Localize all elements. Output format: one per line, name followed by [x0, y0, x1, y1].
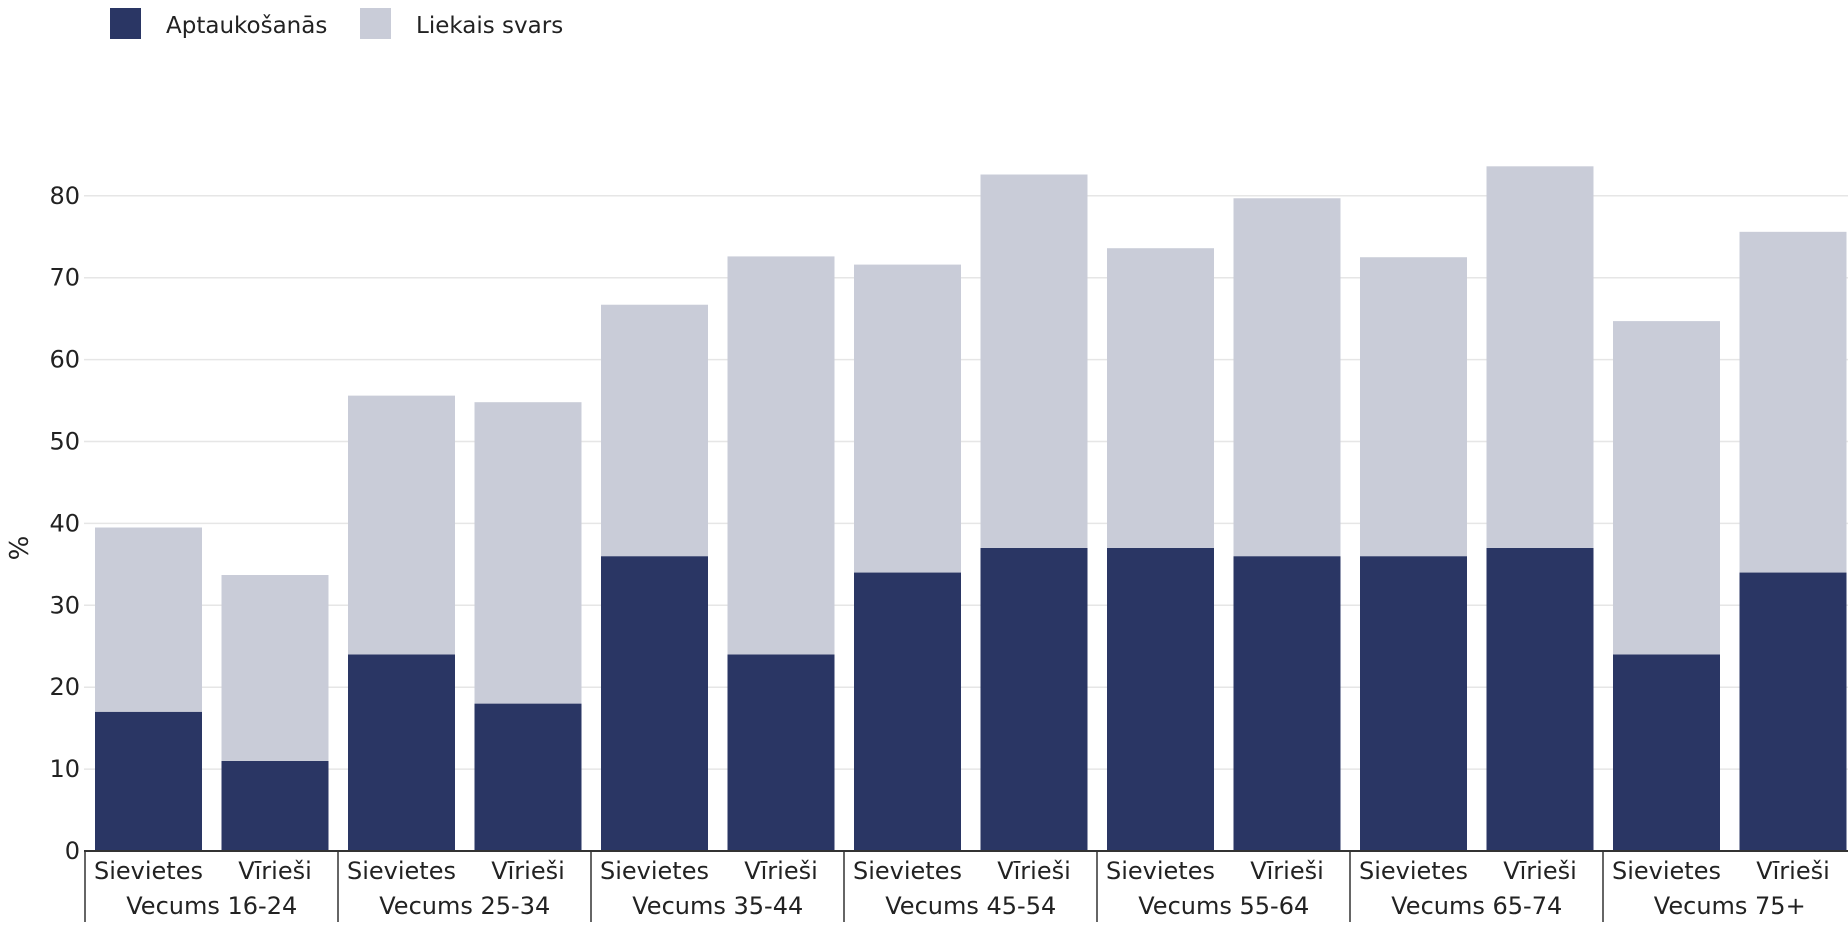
x-tick-label: Vīrieši	[997, 857, 1071, 885]
y-tick-label: 50	[49, 428, 80, 456]
y-tick-label: 30	[49, 591, 80, 619]
x-tick-label: Vīrieši	[1503, 857, 1577, 885]
y-axis-title: %	[5, 536, 35, 561]
x-tick-label: Vīrieši	[744, 857, 818, 885]
bar-segment-liekais-svars	[1107, 248, 1214, 548]
bar-segment-liekais-svars	[854, 264, 961, 573]
y-tick-label: 80	[49, 182, 80, 210]
bar-segment-liekais-svars	[1739, 231, 1847, 573]
x-tick-label: Vīrieši	[1250, 857, 1324, 885]
x-group-label: Vecums 45-54	[885, 892, 1056, 920]
x-group-label: Vecums 35-44	[632, 892, 803, 920]
legend-label: Liekais svars	[416, 13, 563, 39]
bar-segment-liekais-svars	[221, 574, 329, 761]
x-tick-label: Sievietes	[1359, 857, 1468, 885]
bar-segment-liekais-svars	[474, 402, 582, 704]
bar-segment-aptaukosanas	[1486, 547, 1594, 851]
y-tick-label: 70	[49, 264, 80, 292]
bar-segment-aptaukosanas	[1739, 572, 1847, 851]
x-tick-label: Vīrieši	[1756, 857, 1830, 885]
bar-segment-aptaukosanas	[348, 654, 455, 851]
bar-segment-aptaukosanas	[474, 703, 582, 851]
bar-segment-liekais-svars	[95, 527, 202, 712]
x-tick-label: Sievietes	[94, 857, 203, 885]
bar-segment-liekais-svars	[601, 304, 708, 557]
y-tick-label: 60	[49, 346, 80, 374]
x-tick-label: Vīrieši	[238, 857, 312, 885]
bar-segment-aptaukosanas	[601, 556, 708, 851]
bar-segment-liekais-svars	[1486, 166, 1594, 548]
bar-segment-liekais-svars	[1360, 257, 1467, 557]
x-group-label: Vecums 25-34	[379, 892, 550, 920]
bar-segment-aptaukosanas	[221, 760, 329, 851]
bar-segment-aptaukosanas	[727, 654, 835, 851]
x-tick-label: Sievietes	[347, 857, 456, 885]
x-group-label: Vecums 16-24	[126, 892, 297, 920]
x-group-label: Vecums 75+	[1654, 892, 1806, 920]
bar-segment-aptaukosanas	[1107, 547, 1214, 851]
y-tick-label: 40	[49, 509, 80, 537]
bar-segment-aptaukosanas	[980, 547, 1088, 851]
bar-segment-liekais-svars	[348, 395, 455, 655]
bar-segment-liekais-svars	[1233, 198, 1341, 557]
bar-segment-liekais-svars	[980, 174, 1088, 548]
bar-segment-aptaukosanas	[1233, 556, 1341, 851]
y-tick-label: 20	[49, 673, 80, 701]
bar-segment-aptaukosanas	[95, 711, 202, 851]
x-group-label: Vecums 65-74	[1391, 892, 1562, 920]
x-tick-label: Sievietes	[600, 857, 709, 885]
x-tick-label: Vīrieši	[491, 857, 565, 885]
legend-swatch	[360, 8, 391, 39]
x-tick-label: Sievietes	[853, 857, 962, 885]
legend-label: Aptaukošanās	[166, 13, 327, 39]
bar-segment-liekais-svars	[727, 256, 835, 655]
x-tick-label: Sievietes	[1106, 857, 1215, 885]
x-group-label: Vecums 55-64	[1138, 892, 1309, 920]
bar-segment-aptaukosanas	[854, 572, 961, 851]
y-tick-label: 0	[65, 837, 80, 865]
y-tick-label: 10	[49, 755, 80, 783]
bar-segment-aptaukosanas	[1360, 556, 1467, 851]
legend-swatch	[110, 8, 141, 39]
x-tick-label: Sievietes	[1612, 857, 1721, 885]
bar-segment-aptaukosanas	[1613, 654, 1720, 851]
bar-segment-liekais-svars	[1613, 321, 1720, 655]
